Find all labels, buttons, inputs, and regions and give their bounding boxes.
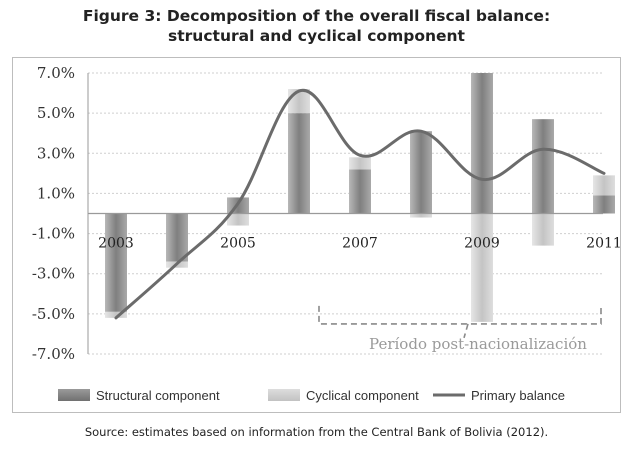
chart-title-line-1: Figure 3: Decomposition of the overall f… — [82, 7, 551, 25]
y-tick-label: 5.0% — [37, 104, 75, 122]
legend: Structural component Cyclical component Pr… — [58, 388, 565, 403]
annotation: Período post-nacionalización — [318, 305, 602, 353]
x-tick-label: 2005 — [220, 236, 256, 252]
x-tick-label: 2011 — [586, 236, 620, 252]
bar-cyclical — [105, 311, 127, 318]
bar-structural — [105, 213, 127, 312]
bar-structural — [532, 119, 554, 214]
y-tick-label: -7.0% — [32, 345, 75, 363]
bar-cyclical — [593, 175, 615, 196]
primary-balance-line — [114, 88, 606, 320]
chart-frame: 7.0% 5.0% 3.0% 1.0% -1.0% -3.0% -5.0% -7.0% 200… — [12, 57, 621, 413]
bars — [105, 73, 615, 322]
y-tick-label: -1.0% — [32, 225, 75, 243]
legend-swatch — [268, 389, 300, 401]
bar-structural — [288, 113, 310, 214]
chart-plot: 7.0% 5.0% 3.0% 1.0% -1.0% -3.0% -5.0% -7.0% 200… — [32, 64, 620, 403]
annotation-label: Período post-nacionalización — [369, 335, 587, 353]
axes — [87, 73, 603, 354]
annotation-bracket — [318, 305, 602, 325]
x-tick-label: 2007 — [342, 236, 378, 252]
chart-title-line-2: structural and cyclical component — [168, 27, 465, 45]
bar-structural — [166, 213, 188, 262]
y-tick-label: -3.0% — [32, 265, 75, 283]
x-axis-ticks: 2003 2005 2007 2009 2011 — [98, 236, 620, 252]
bar-cyclical — [532, 213, 554, 246]
bar-structural — [349, 169, 371, 214]
legend-label: Cyclical component — [306, 388, 419, 403]
y-tick-label: 1.0% — [37, 184, 75, 202]
y-tick-label: -5.0% — [32, 305, 75, 323]
bar-cyclical — [410, 213, 432, 218]
chart-title: Figure 3: Decomposition of the overall f… — [0, 6, 633, 46]
bar-cyclical — [227, 213, 249, 226]
bar-structural — [471, 73, 493, 214]
x-tick-label: 2003 — [98, 236, 134, 252]
legend-swatch — [58, 389, 90, 401]
y-tick-label: 7.0% — [37, 64, 75, 82]
legend-label: Structural component — [96, 388, 220, 403]
bar-structural — [410, 131, 432, 214]
bar-structural — [593, 195, 615, 214]
y-axis-ticks: 7.0% 5.0% 3.0% 1.0% -1.0% -3.0% -5.0% -7.0% — [32, 64, 75, 363]
annotation-bracket-tick — [463, 323, 469, 339]
y-tick-label: 3.0% — [37, 144, 75, 162]
x-tick-label: 2009 — [464, 236, 500, 252]
legend-label: Primary balance — [471, 388, 565, 403]
source-note: Source: estimates based on information f… — [84, 425, 549, 439]
bar-cyclical — [471, 213, 493, 322]
bar-cyclical — [349, 157, 371, 170]
primary-balance-path — [114, 88, 606, 320]
